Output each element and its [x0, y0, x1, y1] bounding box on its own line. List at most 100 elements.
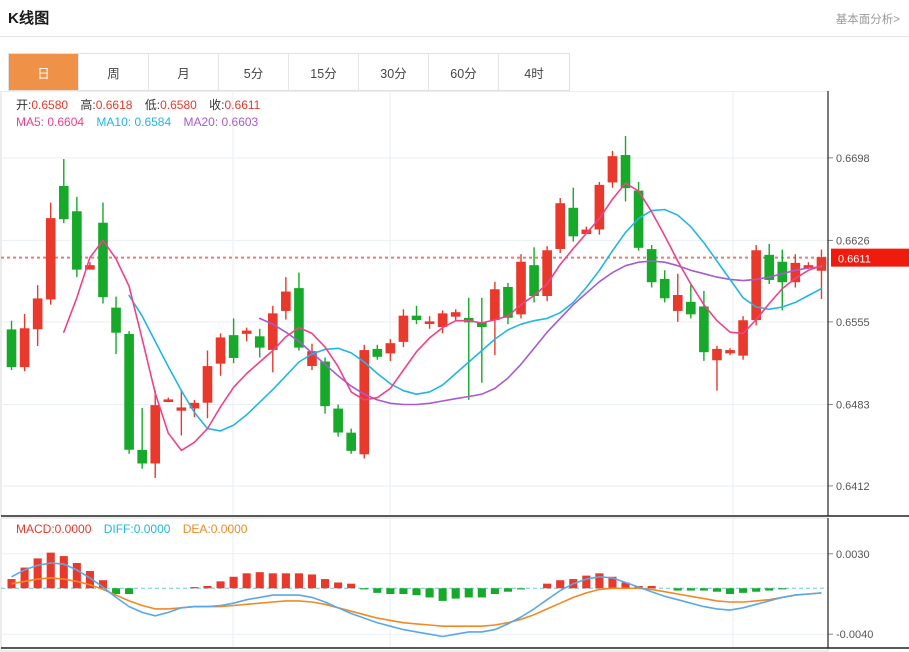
candle-body	[424, 321, 435, 324]
candle-body	[385, 343, 396, 354]
macd-histogram-bar	[386, 588, 395, 594]
ma5-label: MA5:	[16, 115, 45, 129]
macd-histogram-bar	[725, 588, 735, 594]
macd-histogram-bar	[686, 588, 695, 591]
candle-body	[124, 334, 134, 450]
tab-label: 月	[177, 66, 190, 81]
price-axis-label: 0.6412	[836, 481, 870, 493]
candle-body	[241, 330, 252, 334]
tab-label: 4时	[524, 66, 544, 81]
ma10-line	[128, 208, 823, 432]
dea-label: DEA:	[182, 522, 211, 536]
tab-0[interactable]: 日	[9, 54, 79, 90]
diff-value: 0.0000	[133, 522, 171, 536]
candle-body	[607, 156, 618, 183]
ma20-label: MA20:	[183, 115, 219, 129]
tab-6[interactable]: 60分	[429, 54, 499, 90]
candle-body	[19, 328, 30, 368]
macd-histogram-bar	[255, 572, 264, 589]
macd-histogram-bar	[242, 573, 251, 589]
ma20-value: 0.6603	[221, 115, 259, 129]
candle-body	[307, 351, 317, 366]
macd-histogram-bar	[765, 588, 774, 591]
macd-histogram-bar	[98, 580, 108, 589]
macd-histogram-bar	[582, 575, 591, 589]
current-price-badge	[831, 248, 909, 267]
low-label: 低:	[144, 98, 161, 112]
tab-4[interactable]: 15分	[289, 54, 359, 90]
macd-histogram-bar	[477, 588, 486, 598]
macd-histogram-bar	[20, 567, 29, 589]
tab-label: 日	[37, 66, 50, 81]
candle-body	[150, 405, 161, 464]
high-label: 高:	[80, 98, 96, 112]
fundamental-analysis-link[interactable]: 基本面分析>	[835, 14, 900, 26]
macd-histogram-bar	[516, 588, 526, 590]
candlestick-svg[interactable]: 0.6698 0.6626 0.6555 0.6483 0.6412 0.6611 0.00…	[0, 91, 909, 652]
ma10-value: 0.6584	[134, 115, 172, 129]
page-header: K线图 基本面分析>	[0, 0, 909, 37]
tab-2[interactable]: 月	[149, 54, 219, 90]
macd-histogram-bar	[46, 552, 55, 589]
macd-histogram-bar	[268, 573, 277, 589]
candle-body	[72, 211, 82, 270]
tab-5[interactable]: 30分	[359, 54, 429, 90]
low-value: 0.6580	[160, 98, 197, 112]
macd-histogram-bar	[360, 588, 369, 590]
candle-body	[686, 301, 696, 315]
candle-body	[777, 261, 788, 283]
candle-body	[542, 250, 552, 296]
chart-area: 开:0.6580 高:0.6618 低:0.6580 收:0.6611 MA5:…	[0, 91, 909, 652]
macd-histogram-bar	[425, 588, 434, 598]
macd-histogram-bar	[281, 573, 290, 589]
macd-histogram-bar	[111, 588, 121, 594]
ma20-line	[258, 260, 823, 406]
macd-histogram-bar	[673, 588, 682, 591]
macd-histogram-bar	[608, 576, 617, 589]
macd-histogram-bar	[321, 579, 330, 589]
candle-body	[398, 315, 409, 342]
macd-histogram-bar	[739, 588, 748, 593]
price-axis-label: 0.6555	[836, 317, 870, 329]
macd-histogram-bar	[203, 585, 212, 589]
macd-histogram-bar	[464, 588, 473, 598]
macd-histogram-bar	[294, 573, 303, 589]
candle-body	[751, 250, 761, 321]
tab-3[interactable]: 5分	[219, 54, 289, 90]
macd-histogram-bar	[59, 556, 68, 589]
macd-histogram-bar	[503, 588, 512, 592]
candle-body	[254, 336, 265, 348]
close-label: 收:	[209, 98, 225, 112]
candle-body	[555, 203, 566, 249]
macd-histogram-bar	[33, 558, 42, 589]
macd-histogram-bar	[399, 588, 408, 594]
candle-body	[176, 407, 187, 411]
macd-panel-frame	[0, 517, 829, 652]
ohlc-info: 开:0.6580 高:0.6618 低:0.6580 收:0.6611	[16, 96, 260, 113]
price-axis-label: 0.6626	[836, 235, 870, 247]
candle-body	[411, 315, 422, 321]
macd-histogram-bar	[125, 588, 134, 594]
candle-body	[568, 207, 579, 237]
candle-body	[85, 265, 95, 270]
candle-body	[320, 361, 330, 407]
dea-value: 0.0000	[210, 522, 248, 536]
candle-body	[594, 184, 605, 230]
tab-1[interactable]: 周	[79, 54, 149, 90]
macd-histogram-bar	[85, 571, 94, 589]
candle-body	[137, 449, 147, 464]
price-axis-label: 0.6698	[836, 153, 870, 165]
macd-histogram-bar	[72, 562, 81, 589]
tab-7[interactable]: 4时	[499, 54, 569, 90]
tab-label: 60分	[450, 66, 477, 81]
macd-histogram-bar	[451, 588, 460, 599]
candle-body	[659, 278, 670, 299]
candle-body	[6, 329, 17, 368]
tab-label: 15分	[310, 66, 337, 81]
macd-axis-label: 0.0030	[836, 549, 870, 561]
candle-body	[516, 261, 526, 315]
macd-histogram-bar	[412, 588, 421, 596]
diff-line	[11, 562, 822, 638]
candle-body	[620, 155, 631, 189]
macd-histogram-bar	[595, 573, 604, 589]
